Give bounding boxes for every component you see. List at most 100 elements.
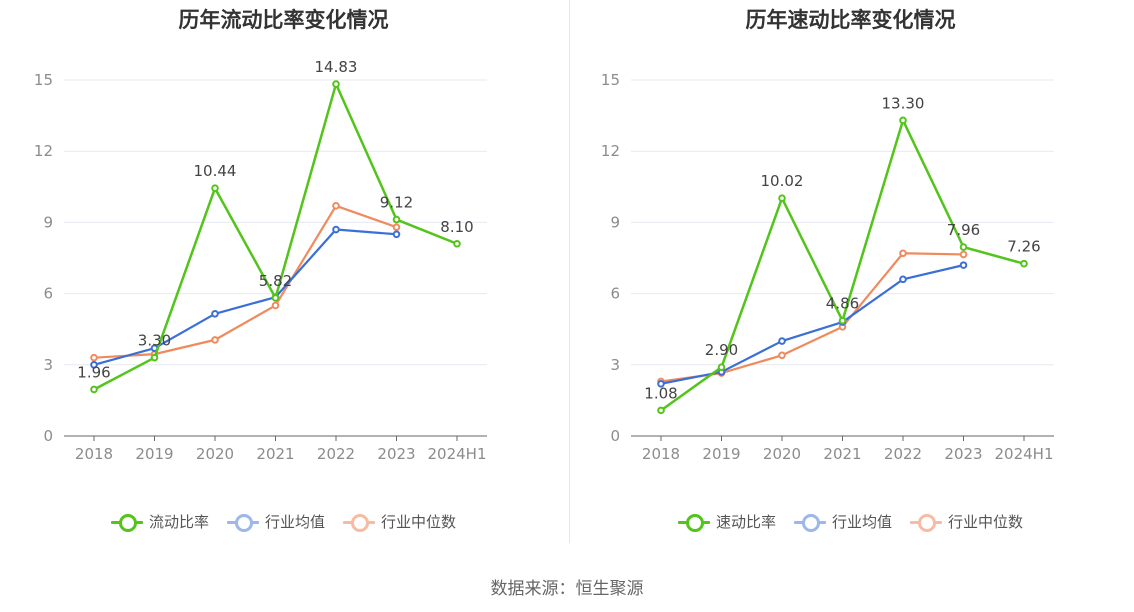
industry-median-series-point[interactable] (959, 250, 968, 259)
legend-label: 行业中位数 (948, 513, 1024, 531)
x-tick-label: 2021 (256, 445, 294, 463)
legend-item-industry-average[interactable]: 行业均值 (793, 511, 892, 532)
primary-series-point[interactable] (778, 194, 786, 202)
legend-item-industry-average[interactable]: 行业均值 (226, 511, 325, 532)
y-tick-label: 12 (601, 142, 620, 160)
y-tick-label: 9 (610, 213, 620, 231)
y-tick-label: 6 (43, 285, 53, 303)
x-tick-label: 2024H1 (995, 445, 1054, 463)
data-label: 10.02 (761, 172, 804, 190)
x-tick-label: 2018 (75, 445, 113, 463)
industry-average-series-point[interactable] (959, 261, 968, 269)
industry-median-series-point[interactable] (778, 351, 786, 360)
x-tick-label: 2019 (702, 445, 740, 463)
x-tick-label: 2022 (884, 445, 922, 463)
industry-average-series-point[interactable] (778, 337, 786, 345)
industry-median-series-point[interactable] (332, 201, 340, 210)
data-label: 14.83 (315, 58, 358, 76)
data-label: 5.82 (259, 272, 292, 290)
y-tick-label: 12 (34, 142, 53, 160)
primary-series-point[interactable] (959, 243, 968, 251)
industry-average-series-point[interactable] (90, 361, 98, 369)
industry-average-series-line (660, 264, 964, 385)
data-label: 10.44 (194, 162, 237, 180)
industry-average-series-point[interactable] (332, 225, 340, 234)
y-tick-label: 15 (601, 71, 620, 89)
y-tick-label: 3 (610, 356, 620, 374)
data-label: 7.96 (947, 221, 980, 239)
legend-label: 速动比率 (715, 513, 776, 531)
industry-median-series-point[interactable] (90, 353, 98, 362)
legend-marker-icon (226, 513, 259, 532)
x-tick-label: 2020 (763, 445, 801, 463)
primary-series-point[interactable] (150, 353, 159, 362)
primary-series-point[interactable] (1020, 259, 1028, 268)
x-tick-label: 2023 (944, 445, 982, 463)
legend-item-quick-ratio[interactable]: 速动比率 (677, 511, 776, 532)
data-label: 9.12 (380, 194, 413, 212)
x-tick-label: 2021 (823, 445, 861, 463)
data-label: 2.90 (705, 341, 738, 359)
primary-series-point[interactable] (332, 80, 340, 88)
primary-series-point[interactable] (90, 385, 98, 394)
data-label: 13.30 (882, 94, 925, 112)
legend-marker-icon (110, 513, 143, 532)
primary-series-point[interactable] (838, 316, 847, 325)
data-label: 8.10 (440, 218, 473, 236)
industry-average-series-point[interactable] (899, 275, 907, 284)
primary-series-point[interactable] (453, 239, 461, 248)
legend-label: 流动比率 (148, 513, 209, 531)
x-tick-label: 2020 (196, 445, 234, 463)
industry-median-series-point[interactable] (392, 223, 401, 231)
legend-marker-icon (343, 513, 375, 532)
legend-item-current-ratio[interactable]: 流动比率 (110, 511, 209, 532)
x-tick-label: 2019 (135, 445, 173, 463)
x-tick-label: 2018 (642, 445, 680, 463)
legend-label: 行业均值 (831, 513, 892, 531)
primary-series-point[interactable] (717, 363, 726, 371)
primary-series-line (660, 119, 1025, 412)
primary-series-point[interactable] (657, 406, 665, 415)
legend-item-industry-median[interactable]: 行业中位数 (343, 511, 456, 532)
industry-median-series-point[interactable] (271, 301, 280, 310)
x-tick-label: 2023 (377, 445, 415, 463)
chart-panel-current-ratio: 历年流动比率变化情况 0 3 6 9 12 15 2018 2019 2020 2021 2022 2… (0, 0, 567, 560)
industry-average-series-point[interactable] (657, 379, 665, 388)
primary-series-point[interactable] (211, 184, 219, 193)
panel-divider (569, 0, 570, 543)
x-tick-label: 2024H1 (428, 445, 487, 463)
industry-average-series-point[interactable] (211, 309, 219, 318)
y-tick-label: 6 (610, 285, 620, 303)
primary-series-point[interactable] (392, 215, 401, 224)
legend: 流动比率 行业均值 行业中位数 (0, 511, 567, 532)
industry-median-series-line (93, 204, 397, 359)
industry-median-series-point[interactable] (211, 336, 219, 344)
legend-item-industry-median[interactable]: 行业中位数 (910, 511, 1023, 532)
line-chart-current-ratio: 0 3 6 9 12 15 2018 2019 2020 2021 2022 2023 2024H1 1.… (34, 58, 487, 463)
legend-label: 行业均值 (264, 513, 325, 531)
line-chart-quick-ratio: 0 3 6 9 12 15 2018 2019 2020 2021 2022 2023 2024H1 1.… (601, 71, 1054, 463)
industry-median-series-line (660, 252, 964, 383)
y-tick-label: 0 (610, 427, 620, 445)
chart-title: 历年流动比率变化情况 (178, 8, 389, 32)
legend-marker-icon (910, 513, 942, 532)
primary-series-point[interactable] (899, 116, 907, 125)
industry-average-series-point[interactable] (392, 230, 401, 239)
y-tick-label: 0 (43, 427, 53, 445)
data-source-note: 数据来源：恒生聚源 (490, 579, 644, 599)
data-label: 1.96 (77, 363, 110, 381)
data-label: 3.30 (138, 332, 171, 350)
legend-marker-icon (793, 513, 826, 532)
legend-marker-icon (677, 513, 710, 532)
y-tick-label: 15 (34, 71, 53, 89)
y-tick-label: 9 (43, 213, 53, 231)
industry-median-series-point[interactable] (899, 249, 907, 258)
y-tick-label: 3 (43, 356, 53, 374)
primary-series-point[interactable] (271, 294, 280, 302)
legend-label: 行业中位数 (381, 513, 457, 531)
chart-panel-quick-ratio: 历年速动比率变化情况 0 3 6 9 12 15 2018 2019 2020 2021 2022 2… (567, 0, 1134, 560)
data-label: 7.26 (1007, 238, 1040, 256)
legend: 速动比率 行业均值 行业中位数 (567, 511, 1134, 532)
data-label: 4.86 (826, 295, 859, 313)
x-tick-label: 2022 (317, 445, 355, 463)
